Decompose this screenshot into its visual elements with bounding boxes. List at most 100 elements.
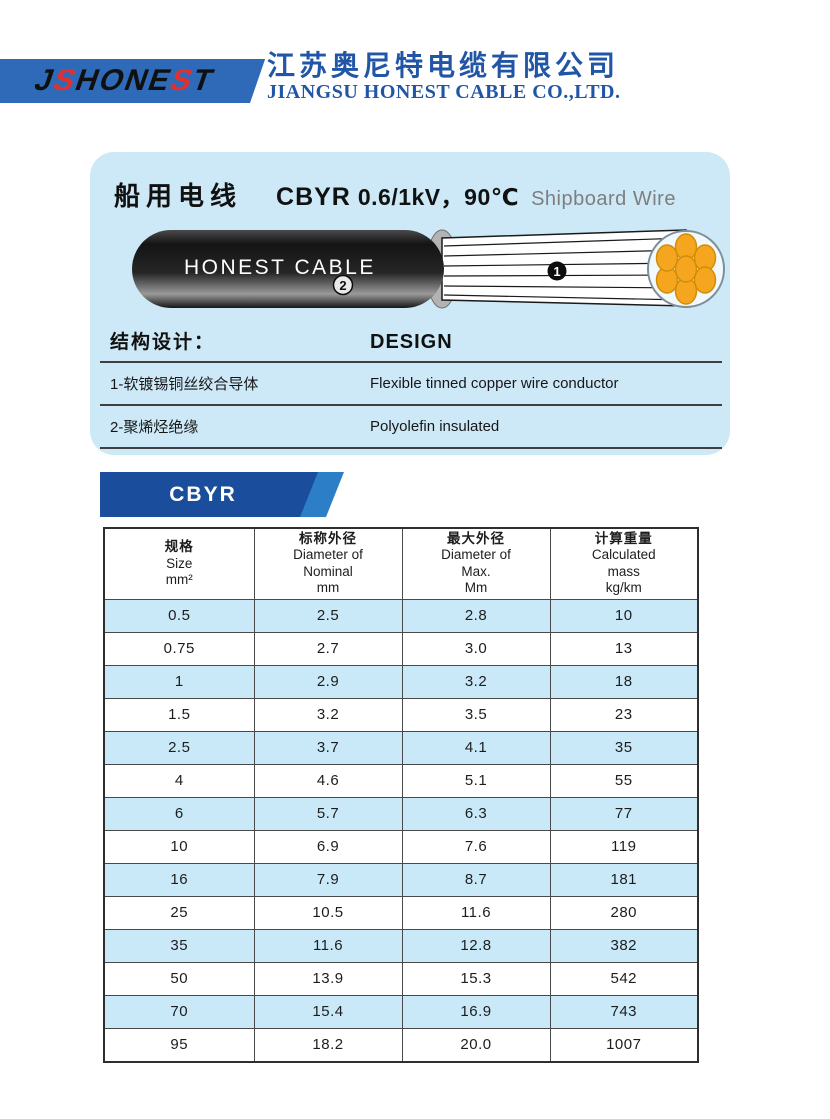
table-cell: 7.9 bbox=[253, 862, 403, 897]
table-cell: 50 bbox=[103, 961, 255, 996]
table-row: 1 2.9 3.2 18 bbox=[103, 664, 699, 699]
header-line-en: kg/km bbox=[605, 580, 642, 596]
header-line-en: Nominal bbox=[303, 563, 353, 579]
section-tab-cbyr: CBYR bbox=[100, 472, 320, 517]
spec-table-head: 规格 Size mm² 标称外径 Diameter of Nominal mm 最大外径 Dia… bbox=[103, 527, 699, 600]
logo-text: JSHONEST bbox=[30, 64, 219, 98]
product-model: CBYR bbox=[276, 183, 351, 211]
product-title: 船用电线 CBYR 0.6/1kV，90℃ Shipboard Wire bbox=[114, 176, 676, 213]
table-cell: 1.5 bbox=[103, 697, 255, 732]
table-header-cell: 标称外径 Diameter of Nominal mm bbox=[253, 527, 403, 600]
table-cell: 8.7 bbox=[401, 862, 551, 897]
design-rows: 1-软镀锡铜丝绞合导体 Flexible tinned copper wire c… bbox=[100, 363, 722, 449]
table-cell: 20.0 bbox=[401, 1027, 551, 1063]
table-cell: 4.1 bbox=[401, 730, 551, 765]
product-title-en: Shipboard Wire bbox=[531, 188, 676, 210]
table-cell: 542 bbox=[549, 961, 699, 996]
table-cell: 13 bbox=[549, 631, 699, 666]
header-line-en: Max. bbox=[461, 563, 491, 579]
table-row: 70 15.4 16.9 743 bbox=[103, 994, 699, 1029]
table-row: 6 5.7 6.3 77 bbox=[103, 796, 699, 831]
table-row: 25 10.5 11.6 280 bbox=[103, 895, 699, 930]
header-line-zh: 规格 bbox=[164, 539, 194, 555]
header-line-en: Calculated bbox=[591, 547, 656, 563]
header-line-en: Diameter of bbox=[441, 547, 511, 563]
table-row: 0.75 2.7 3.0 13 bbox=[103, 631, 699, 666]
header-line-en: mass bbox=[607, 563, 640, 579]
header-line-en: Size bbox=[166, 555, 193, 571]
table-header-cell: 计算重量 Calculated mass kg/km bbox=[549, 527, 699, 600]
table-row: 16 7.9 8.7 181 bbox=[103, 862, 699, 897]
spec-table: 规格 Size mm² 标称外径 Diameter of Nominal mm 最大外径 Dia… bbox=[103, 527, 699, 1063]
table-cell: 16 bbox=[103, 862, 255, 897]
svg-text:1: 1 bbox=[553, 264, 560, 279]
table-cell: 11.6 bbox=[253, 928, 403, 963]
header-line-zh: 最大外径 bbox=[447, 531, 505, 546]
section-tab-label: CBYR bbox=[169, 482, 237, 506]
table-cell: 2.5 bbox=[253, 598, 403, 633]
table-header-row: 规格 Size mm² 标称外径 Diameter of Nominal mm 最大外径 Dia… bbox=[103, 527, 699, 600]
design-heading: 结构设计： DESIGN bbox=[100, 324, 722, 363]
table-cell: 181 bbox=[549, 862, 699, 897]
company-name-en: JIANGSU HONEST CABLE CO.,LTD. bbox=[267, 81, 621, 104]
table-cell: 16.9 bbox=[401, 994, 551, 1029]
header-line-zh: 标称外径 bbox=[299, 531, 357, 546]
table-cell: 7.6 bbox=[401, 829, 551, 864]
header-line-en: Mm bbox=[464, 580, 488, 596]
table-row: 10 6.9 7.6 119 bbox=[103, 829, 699, 864]
table-header-cell: 规格 Size mm² bbox=[103, 527, 255, 600]
design-row: 2-聚烯烃绝缘 Polyolefin insulated bbox=[100, 406, 722, 449]
product-title-zh: 船用电线 bbox=[114, 181, 243, 211]
table-cell: 10.5 bbox=[253, 895, 403, 930]
table-cell: 3.2 bbox=[253, 697, 403, 732]
company-name-zh: 江苏奥尼特电缆有限公司 bbox=[267, 50, 620, 81]
design-row: 1-软镀锡铜丝绞合导体 Flexible tinned copper wire c… bbox=[100, 363, 722, 406]
table-cell: 119 bbox=[549, 829, 699, 864]
company-name-block: 江苏奥尼特电缆有限公司 JIANGSU HONEST CABLE CO.,LTD… bbox=[267, 50, 620, 103]
table-cell: 12.8 bbox=[401, 928, 551, 963]
table-cell: 25 bbox=[103, 895, 255, 930]
table-cell: 280 bbox=[549, 895, 699, 930]
table-cell: 3.2 bbox=[401, 664, 551, 699]
table-cell: 3.5 bbox=[401, 697, 551, 732]
table-cell: 15.4 bbox=[253, 994, 403, 1029]
header-line-en: mm² bbox=[165, 572, 193, 588]
table-cell: 6 bbox=[103, 796, 255, 831]
table-row: 4 4.6 5.1 55 bbox=[103, 763, 699, 798]
spec-table-body: 0.5 2.5 2.8 10 0.75 2.7 3.0 13 1 2.9 3.2 18 1.5 3.2 3.… bbox=[103, 598, 699, 1063]
company-logo: JSHONEST bbox=[0, 59, 266, 103]
product-rating: 0.6/1kV，90℃ bbox=[357, 184, 520, 210]
header-line-en: Diameter of bbox=[293, 547, 363, 563]
table-cell: 6.3 bbox=[401, 796, 551, 831]
design-item-en: Flexible tinned copper wire conductor bbox=[370, 375, 619, 392]
table-cell: 70 bbox=[103, 994, 255, 1029]
header-line-zh: 计算重量 bbox=[594, 531, 653, 546]
table-cell: 1 bbox=[103, 664, 255, 699]
design-heading-en: DESIGN bbox=[370, 331, 453, 353]
table-cell: 3.0 bbox=[401, 631, 551, 666]
table-row: 50 13.9 15.3 542 bbox=[103, 961, 699, 996]
table-row: 35 11.6 12.8 382 bbox=[103, 928, 699, 963]
table-cell: 0.75 bbox=[103, 631, 255, 666]
table-header-cell: 最大外径 Diameter of Max. Mm bbox=[401, 527, 551, 600]
table-cell: 23 bbox=[549, 697, 699, 732]
marker-conductor: 1 bbox=[547, 261, 567, 281]
table-cell: 77 bbox=[549, 796, 699, 831]
header-line-en: mm bbox=[316, 580, 340, 596]
table-cell: 4 bbox=[103, 763, 255, 798]
table-cell: 11.6 bbox=[401, 895, 551, 930]
table-cell: 10 bbox=[103, 829, 255, 864]
table-cell: 35 bbox=[549, 730, 699, 765]
design-item-zh: 1-软镀锡铜丝绞合导体 bbox=[110, 376, 259, 393]
table-cell: 13.9 bbox=[253, 961, 403, 996]
design-item-en: Polyolefin insulated bbox=[370, 418, 500, 435]
table-row: 2.5 3.7 4.1 35 bbox=[103, 730, 699, 765]
table-cell: 2.8 bbox=[401, 598, 551, 633]
table-row: 95 18.2 20.0 1007 bbox=[103, 1027, 699, 1063]
design-item-zh: 2-聚烯烃绝缘 bbox=[110, 419, 199, 436]
table-row: 0.5 2.5 2.8 10 bbox=[103, 598, 699, 633]
cable-illustration: HONEST CABLE 2 1 bbox=[132, 229, 725, 309]
table-cell: 382 bbox=[549, 928, 699, 963]
table-cell: 18.2 bbox=[253, 1027, 403, 1063]
table-cell: 0.5 bbox=[103, 598, 255, 633]
